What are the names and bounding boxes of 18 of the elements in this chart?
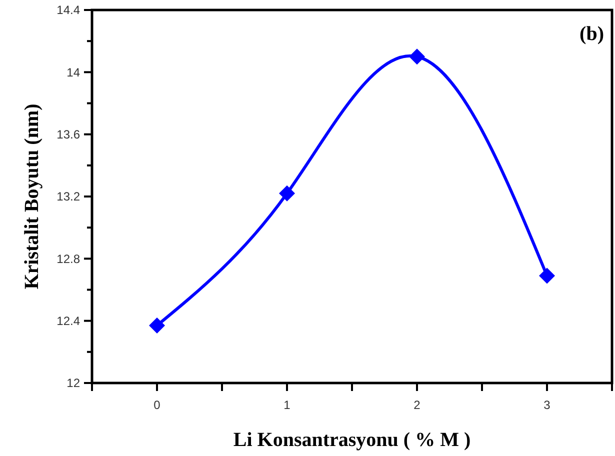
y-tick-label: 14 [66, 65, 80, 80]
y-tick-label: 13.2 [56, 190, 80, 204]
y-tick-label: 12.8 [56, 252, 80, 266]
point [539, 268, 555, 284]
x-tick-label: 0 [154, 398, 161, 412]
x-tick-label: 1 [284, 398, 291, 412]
point [409, 48, 425, 65]
x-tick-label: 2 [414, 398, 421, 412]
point [279, 185, 295, 202]
y-tick-label: 12 [66, 376, 80, 390]
x-tick-label: 3 [544, 398, 551, 412]
y-tick-label: 14.4 [56, 3, 80, 18]
point [149, 317, 165, 334]
y-tick-label: 13.6 [56, 128, 80, 142]
y-tick-label: 12.4 [56, 314, 80, 328]
y-axis-title: Kristalit Boyutu (nm) [21, 104, 43, 290]
annotation: (b) [580, 23, 604, 45]
x-axis-title: Li Konsantrasyonu ( % M ) [233, 429, 471, 451]
